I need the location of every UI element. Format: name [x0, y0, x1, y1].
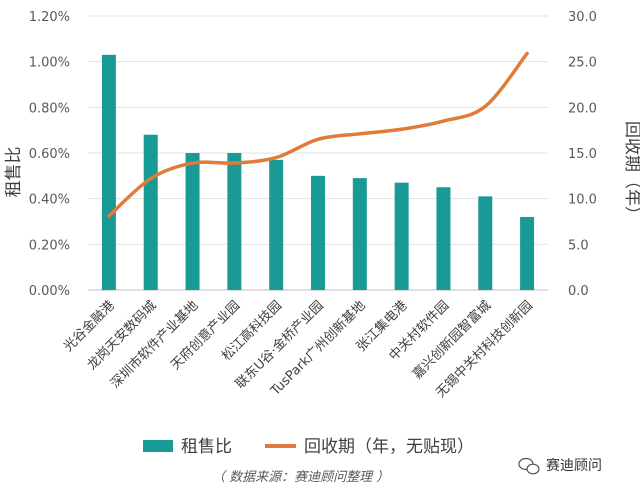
left-tick-label: 0.00% — [29, 284, 70, 299]
right-tick-label: 30.0 — [568, 10, 597, 25]
right-axis-title: 回收期（年） — [622, 121, 640, 223]
bar — [185, 153, 200, 290]
right-tick-label: 0.0 — [568, 284, 589, 299]
bar — [269, 159, 284, 290]
line-series — [107, 51, 529, 218]
bar — [143, 134, 158, 290]
bar — [101, 54, 116, 290]
bar — [352, 178, 367, 290]
watermark-text: 赛迪顾问 — [546, 458, 602, 474]
bar — [478, 196, 493, 290]
legend-label-bar: 租售比 — [181, 437, 232, 457]
bar — [520, 216, 535, 290]
wechat-icon — [518, 457, 540, 475]
left-axis-ticks: 0.00% 0.20% 0.40% 0.60% 0.80% 1.00% 1.20% — [29, 10, 70, 299]
left-tick-label: 0.80% — [29, 101, 70, 116]
right-tick-label: 25.0 — [568, 56, 597, 71]
bar — [436, 187, 451, 290]
bar — [227, 153, 242, 290]
line-path — [107, 51, 529, 218]
right-tick-label: 20.0 — [568, 101, 597, 116]
left-tick-label: 0.40% — [29, 193, 70, 208]
category-labels: 光谷金融港龙岗天安数码城深圳市软件产业基地天府创意产业园松江高科技园联东U谷·金… — [60, 298, 535, 401]
category-label: 嘉兴创新园智富城 — [409, 298, 494, 383]
left-axis-title: 租售比 — [4, 147, 24, 198]
source-note: （ 数据来源：赛迪顾问整理 ） — [212, 469, 389, 485]
legend: 租售比 回收期（年，无贴现） — [143, 437, 474, 457]
bar-series — [101, 54, 535, 290]
bar — [311, 175, 325, 290]
bar — [394, 182, 409, 290]
left-tick-label: 1.00% — [29, 56, 70, 71]
legend-label-line: 回收期（年，无贴现） — [304, 437, 474, 457]
right-tick-label: 15.0 — [568, 147, 597, 162]
left-tick-label: 0.20% — [29, 238, 70, 253]
right-tick-label: 10.0 — [568, 193, 597, 208]
right-tick-label: 5.0 — [568, 238, 589, 253]
right-axis-ticks: 0.0 5.0 10.0 15.0 20.0 25.0 30.0 — [568, 10, 597, 299]
watermark: 赛迪顾问 — [518, 457, 602, 475]
legend-swatch-bar — [143, 440, 173, 452]
left-tick-label: 0.60% — [29, 147, 70, 162]
left-tick-label: 1.20% — [29, 10, 70, 25]
